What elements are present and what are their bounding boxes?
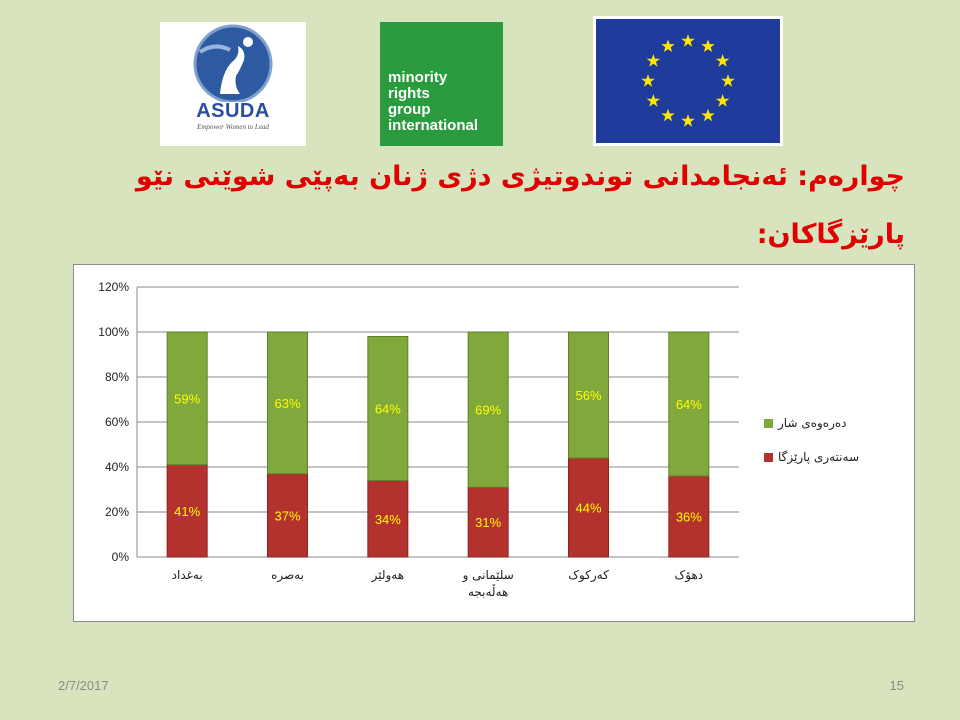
bar-segment-outside-city bbox=[467, 331, 509, 488]
eu-flag-icon bbox=[596, 19, 780, 143]
bar-segment-city-center bbox=[267, 473, 308, 558]
data-label: 41% bbox=[174, 504, 200, 519]
y-tick-label: 20% bbox=[105, 505, 129, 519]
title-line-2: پارێزگاکان: bbox=[756, 219, 905, 250]
data-label: 37% bbox=[274, 508, 300, 523]
bar-segment-city-center bbox=[467, 486, 509, 558]
bar-segment-outside-city bbox=[668, 331, 710, 477]
data-label: 36% bbox=[676, 510, 702, 525]
data-label: 59% bbox=[174, 391, 200, 406]
y-tick-label: 80% bbox=[105, 370, 129, 384]
mrg-line: rights bbox=[388, 85, 430, 102]
star-icon bbox=[646, 54, 660, 67]
y-tick-label: 40% bbox=[105, 460, 129, 474]
star-icon bbox=[701, 108, 715, 122]
x-category-label: سلێمانی و bbox=[462, 568, 514, 583]
x-category-label: هەولێر bbox=[371, 568, 404, 583]
data-label: 63% bbox=[274, 396, 300, 411]
star-icon bbox=[681, 114, 695, 127]
bar-segment-outside-city bbox=[367, 336, 409, 481]
asuda-tagline: Empower Women to Lead bbox=[197, 123, 269, 131]
y-tick-label: 0% bbox=[112, 550, 130, 564]
mrg-line: group bbox=[388, 101, 431, 118]
data-label: 56% bbox=[575, 388, 601, 403]
mrg-wordmark: minority rights group international bbox=[388, 70, 478, 134]
y-tick-label: 60% bbox=[105, 415, 129, 429]
star-icon bbox=[681, 34, 695, 47]
legend-swatch bbox=[764, 419, 773, 428]
star-icon bbox=[646, 94, 660, 107]
data-label: 64% bbox=[676, 397, 702, 412]
legend-swatch bbox=[764, 453, 773, 462]
data-label: 64% bbox=[375, 402, 401, 417]
footer-page-number: 15 bbox=[889, 678, 904, 693]
stacked-bar-chart: 0% 20% 40% 60% 80% 100% 120% 41% 59% بەغداد 37% 63%… bbox=[98, 280, 859, 599]
bar-segment-outside-city bbox=[267, 331, 308, 475]
star-icon bbox=[716, 54, 730, 67]
slide-title: چوارەم: ئەنجامدانی توندوتیژی دژی ژنان بە… bbox=[45, 148, 905, 264]
x-category-label: بەصرە bbox=[271, 568, 304, 583]
star-icon bbox=[641, 74, 655, 87]
y-tick-label: 120% bbox=[98, 280, 129, 294]
footer-date: 2/7/2017 bbox=[58, 678, 109, 693]
data-label: 69% bbox=[475, 403, 501, 418]
y-tick-label: 100% bbox=[98, 325, 129, 339]
legend-item-outside-city: دەرەوەی شار bbox=[777, 416, 847, 431]
eu-flag bbox=[593, 16, 783, 146]
title-line-1: چوارەم: ئەنجامدانی توندوتیژی دژی ژنان بە… bbox=[135, 161, 905, 192]
data-label: 34% bbox=[375, 512, 401, 527]
star-icon bbox=[661, 108, 675, 122]
bar-segment-outside-city bbox=[568, 331, 609, 459]
star-icon bbox=[661, 39, 675, 52]
mrg-line: minority bbox=[388, 69, 448, 86]
star-icon bbox=[716, 94, 730, 107]
bar-segment-outside-city bbox=[166, 331, 208, 466]
star-icon bbox=[701, 39, 715, 52]
asuda-name: ASUDA bbox=[196, 100, 270, 122]
x-category-label: هەڵەبجە bbox=[468, 584, 508, 599]
chart-container: 0% 20% 40% 60% 80% 100% 120% 41% 59% بەغداد 37% 63%… bbox=[73, 264, 915, 622]
x-category-label: بەغداد bbox=[172, 568, 203, 582]
data-label: 31% bbox=[475, 515, 501, 530]
x-category-label: کەرکوک bbox=[568, 568, 609, 583]
mrg-line: international bbox=[388, 117, 479, 134]
asuda-logo: ASUDA Empower Women to Lead bbox=[160, 22, 306, 146]
star-icon bbox=[721, 74, 735, 87]
asuda-emblem-icon bbox=[193, 24, 273, 102]
legend-item-city-center: سەنتەری پارێزگا bbox=[778, 450, 859, 465]
mrg-logo: minority rights group international bbox=[380, 22, 503, 146]
x-category-label: دهۆک bbox=[675, 568, 704, 583]
data-label: 44% bbox=[575, 501, 601, 516]
